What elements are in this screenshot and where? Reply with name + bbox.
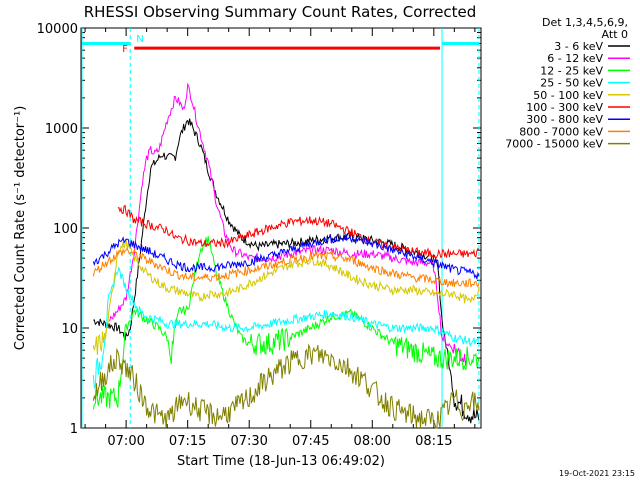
y-tick-label: 1 (70, 422, 78, 437)
series-line-1 (93, 118, 480, 424)
series-line-9 (92, 343, 480, 429)
x-tick-label: 08:15 (415, 434, 452, 449)
chart-title: RHESSI Observing Summary Count Rates, Co… (84, 3, 477, 21)
legend-label: 50 - 100 keV (533, 89, 603, 102)
series-line-4 (92, 266, 480, 390)
axis-ticks: 07:00 07:15 07:30 07:45 08:00 08:15 1 10 100 1000… (37, 22, 481, 449)
series-lines (92, 82, 480, 429)
x-tick-label: 07:00 (107, 434, 144, 449)
x-tick-label: 08:00 (354, 434, 391, 449)
legend-label: 3 - 6 keV (554, 40, 603, 53)
series-line-2 (109, 82, 468, 367)
legend-label: 6 - 12 keV (547, 52, 603, 65)
x-tick-label: 07:15 (169, 434, 206, 449)
legend-label: 300 - 800 keV (526, 113, 603, 126)
series-line-6 (117, 204, 480, 260)
legend-label: 12 - 25 keV (540, 64, 603, 77)
y-tick-label: 1000 (45, 122, 78, 137)
legend-label: 800 - 7000 keV (519, 125, 603, 138)
y-axis-label: Corrected Count Rate (s⁻¹ detector⁻¹) (13, 106, 28, 351)
series-line-8 (92, 247, 480, 288)
y-tick-label: 10 (61, 322, 78, 337)
legend-label: 100 - 300 keV (526, 101, 603, 114)
y-tick-label: 10000 (37, 22, 78, 37)
series-line-7 (92, 233, 480, 280)
x-tick-label: 07:30 (230, 434, 267, 449)
legend-label: 7000 - 15000 keV (505, 138, 603, 151)
y-tick-label: 100 (53, 222, 78, 237)
night-flag-label: N (136, 34, 143, 45)
x-axis-label: Start Time (18-Jun-13 06:49:02) (177, 454, 385, 469)
flare-flag-label: F (122, 44, 128, 55)
x-tick-label: 07:45 (292, 434, 329, 449)
legend-header: Att 0 (602, 28, 628, 41)
legend-header: Det 1,3,4,5,6,9, (542, 16, 628, 29)
legend-label: 25 - 50 keV (540, 77, 603, 90)
series-line-5 (92, 239, 480, 356)
footer-timestamp: 19-Oct-2021 23:15 (559, 469, 635, 478)
flag-annotations: NF (81, 28, 480, 428)
series-line-3 (92, 236, 480, 410)
